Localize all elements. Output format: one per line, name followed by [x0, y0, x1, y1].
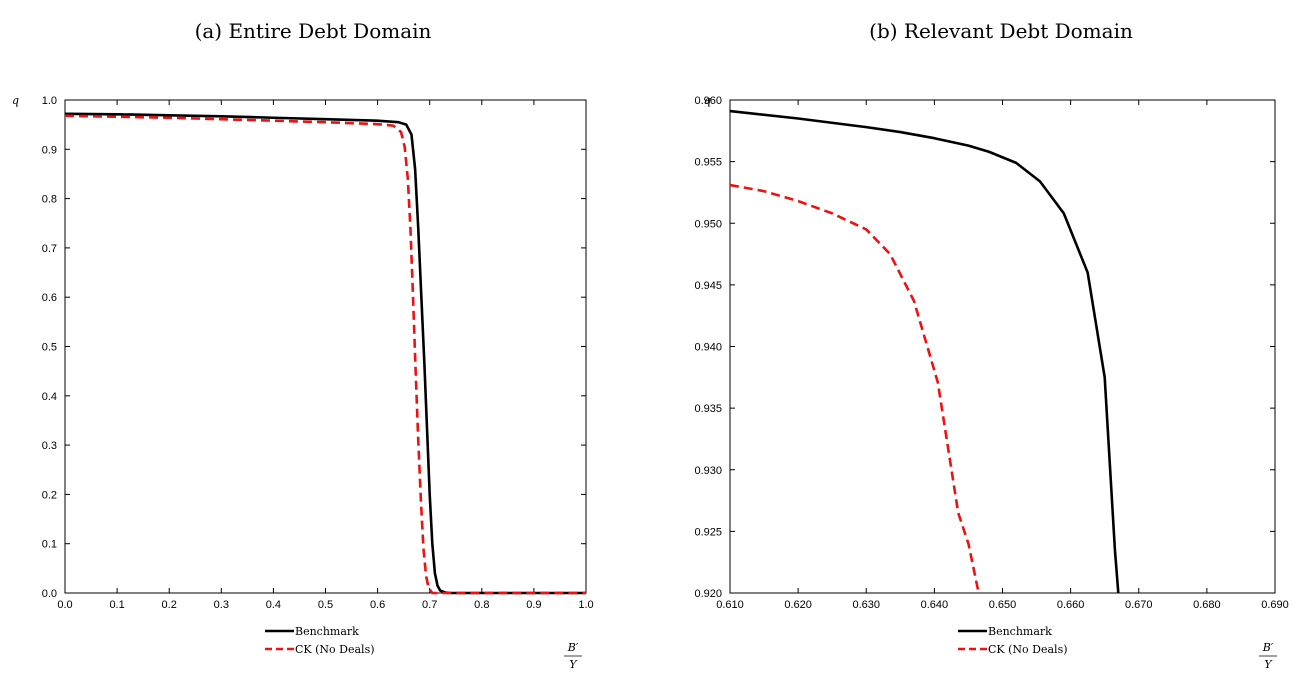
y-tick-label: 0.8 [42, 194, 57, 206]
series-line-benchmark [729, 109, 1120, 594]
legend-label-ck: CK (No Deals) [988, 643, 1068, 656]
x-axis-label: B′ Y [1259, 641, 1277, 671]
chart-title: (b) Relevant Debt Domain [869, 19, 1133, 43]
x-tick-label: 0.0 [57, 599, 72, 611]
y-tick-label: 0.960 [694, 95, 722, 107]
tick-layer: 0.610 0.620 0.630 0.640 0.650 0.660 0.670 0.680… [694, 95, 1288, 611]
x-tick-label: 0.650 [989, 599, 1017, 611]
y-tick-label: 0.0 [42, 588, 57, 600]
x-tick-label: 0.2 [162, 599, 177, 611]
y-tick-label: 0.925 [694, 526, 722, 538]
y-tick-label: 0.955 [694, 157, 722, 169]
x-tick-label: 0.8 [474, 599, 489, 611]
x-axis-label-numerator: B′ [567, 641, 579, 654]
y-tick-label: 0.950 [694, 218, 722, 230]
x-tick-label: 0.690 [1261, 599, 1289, 611]
y-tick-label: 0.9 [42, 144, 57, 156]
y-tick-label: 0.6 [42, 292, 57, 304]
y-tick-label: 0.2 [42, 489, 57, 501]
legend-label-benchmark: Benchmark [988, 625, 1052, 638]
tick-layer: 0.0 0.1 0.2 0.3 0.4 0.5 0.6 0.7 0.8 0.9 1.0 0.0 0.1 0… [42, 95, 594, 611]
y-tick-label: 0.940 [694, 342, 722, 354]
series-line-ck-no-deals [729, 183, 980, 594]
y-tick-label: 0.945 [694, 280, 722, 292]
x-tick-label: 0.5 [318, 599, 333, 611]
y-tick-label: 0.7 [42, 243, 57, 255]
x-axis-label-denominator: Y [1264, 658, 1273, 671]
x-tick-label: 0.630 [852, 599, 880, 611]
x-tick-label: 0.620 [784, 599, 812, 611]
legend: Benchmark CK (No Deals) [265, 625, 375, 656]
x-tick-label: 0.660 [1057, 599, 1085, 611]
y-tick-label: 0.935 [694, 403, 722, 415]
y-tick-label: 1.0 [42, 95, 57, 107]
series-line-benchmark [64, 112, 586, 595]
y-tick-label: 0.930 [694, 465, 722, 477]
plot-frame [64, 99, 587, 594]
x-tick-label: 0.640 [921, 599, 949, 611]
y-axis-label: q [704, 94, 711, 107]
y-tick-label: 0.1 [42, 539, 57, 551]
x-axis-label: B′ Y [564, 641, 582, 671]
y-tick-label: 0.3 [42, 440, 57, 452]
x-axis-label-denominator: Y [569, 658, 578, 671]
series-line-ck-no-deals [64, 114, 586, 595]
y-tick-label: 0.920 [694, 588, 722, 600]
legend: Benchmark CK (No Deals) [958, 625, 1068, 656]
legend-label-ck: CK (No Deals) [295, 643, 375, 656]
x-tick-label: 0.1 [109, 599, 124, 611]
x-tick-label: 0.4 [266, 599, 281, 611]
legend-label-benchmark: Benchmark [295, 625, 359, 638]
x-tick-label: 0.3 [214, 599, 229, 611]
x-tick-label: 0.6 [370, 599, 385, 611]
chart-panel-relevant-debt-domain: (b) Relevant Debt Domain 0.610 0.620 0.630… [694, 19, 1288, 671]
y-tick-label: 0.4 [42, 391, 57, 403]
chart-title: (a) Entire Debt Domain [195, 19, 432, 43]
y-axis-label: q [12, 94, 19, 107]
series-layer [729, 109, 1120, 594]
y-tick-label: 0.5 [42, 342, 57, 354]
x-tick-label: 0.7 [422, 599, 437, 611]
chart-panel-entire-debt-domain: (a) Entire Debt Domain 0.0 0.1 0.2 0.3 0.4 0.… [12, 19, 594, 671]
x-axis-label-numerator: B′ [1262, 641, 1274, 654]
plot-frame [729, 99, 1276, 594]
x-tick-label: 0.680 [1193, 599, 1221, 611]
x-tick-label: 0.9 [526, 599, 541, 611]
x-tick-label: 0.670 [1125, 599, 1153, 611]
x-tick-label: 1.0 [578, 599, 593, 611]
series-layer [64, 112, 586, 595]
x-tick-label: 0.610 [716, 599, 744, 611]
